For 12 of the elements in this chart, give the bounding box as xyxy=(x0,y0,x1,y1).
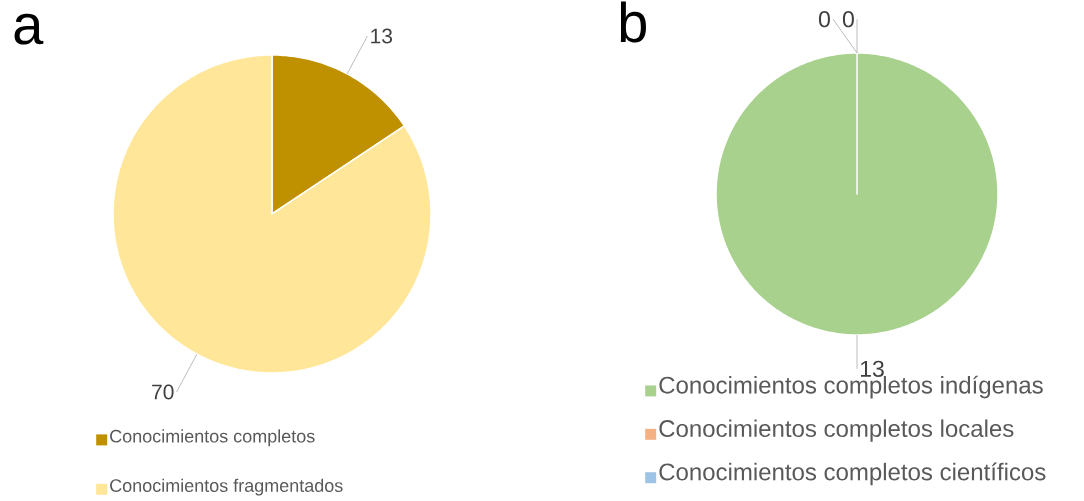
data-label: 13 xyxy=(860,360,884,377)
text: 0 xyxy=(818,11,830,28)
legend-label: Conocimientos completos indígenas xyxy=(659,375,1043,399)
legend-label: Conocimientos completos científicos xyxy=(659,462,1046,486)
data-label: 13 xyxy=(371,28,393,44)
legend-label: Conocimientos completos locales xyxy=(659,419,1014,442)
chart-title: b xyxy=(620,1,646,43)
chart-title: a xyxy=(14,13,44,45)
data-label: 70 xyxy=(152,384,174,400)
text: 0 xyxy=(842,11,854,28)
legend-label: Conocimientos fragmentados xyxy=(110,478,343,496)
legend-label: Conocimientos completos xyxy=(110,429,315,447)
